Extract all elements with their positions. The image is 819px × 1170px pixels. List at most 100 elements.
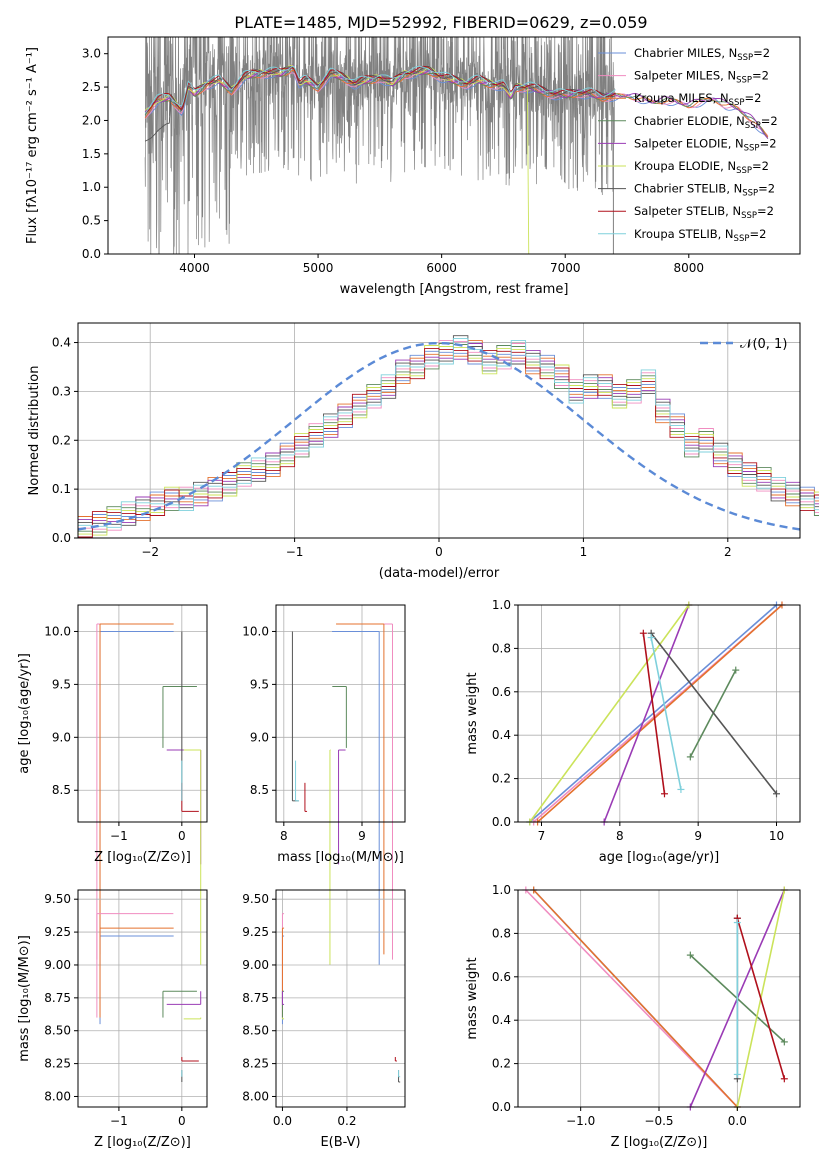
y-tick-label: 0.2 [492,772,511,786]
model-spectrum [144,66,769,139]
x-tick-label: 0 [178,1114,186,1128]
y-axis-label: mass [log₁₀(M/M⊙)] [17,935,32,1062]
y-tick-label: 8.75 [44,991,71,1005]
weight-line [736,917,786,1080]
mass-vs-Z-panel: −1 0 8.00 8.25 8.50 8.75 9.00 9.25 9.50 Z [log₁₀(… [17,889,208,1150]
y-tick-label: 9.50 [44,892,71,906]
y-tick-label: 2.5 [82,80,101,94]
axes-frame [275,604,406,823]
weight-line [529,604,690,823]
age-vs-mass-panel: 8 9 8.5 9.0 9.5 10.0 mass [log₁₀(M/M⊙)] [242,604,406,965]
weight-line [642,633,666,794]
x-tick-label: 0 [435,545,443,559]
residual-histogram [78,340,819,521]
y-tick-label: 8.00 [44,1089,71,1103]
legend-label: 𝒩(0, 1) [740,337,787,352]
x-tick-label: 9 [694,829,702,843]
y-tick-label: 0.6 [492,970,511,984]
model-spectrum [144,65,616,114]
x-tick-label: −1 [286,545,304,559]
y-axis-label: age [log₁₀(age/yr)] [17,653,32,774]
x-tick-label: −1.0 [566,1114,595,1128]
x-axis-label: Z [log₁₀(Z/Z⊙)] [611,1135,708,1150]
x-tick-label: 0.0 [728,1114,747,1128]
y-tick-label: 2.0 [82,113,101,127]
x-axis-label: mass [log₁₀(M/M⊙)] [277,850,404,865]
weight-line [650,632,778,795]
y-tick-label: 8.25 [44,1057,71,1071]
legend-label: Salpeter STELIB, NSSP=2 [634,204,774,221]
legend-label: Kroupa STELIB, NSSP=2 [634,227,766,244]
model-spectrum [144,64,530,254]
axes-frame [517,604,801,823]
x-tick-label: 2 [724,545,732,559]
x-tick-label: −0.5 [644,1114,673,1128]
x-tick-label: −1 [110,829,128,843]
y-tick-label: 9.0 [250,730,269,744]
x-tick-label: 1 [580,545,588,559]
y-tick-label: 0.3 [52,384,71,398]
axes-frame [77,604,208,823]
y-tick-label: 8.00 [242,1089,269,1103]
y-tick-label: 0.4 [492,728,511,742]
y-tick-label: 9.50 [242,892,269,906]
y-tick-label: 9.0 [52,730,71,744]
residual-histogram [78,340,819,531]
age-vs-Z-panel: −1 0 8.5 9.0 9.5 10.0 Z [log₁₀(Z/Z⊙)] age [log₁… [17,604,208,965]
y-tick-label: 1.0 [492,598,511,612]
x-tick-label: 8 [616,829,624,843]
y-tick-label: 0.2 [492,1057,511,1071]
x-tick-label: −1 [110,1114,128,1128]
weight-line [603,604,690,823]
legend-label: Salpeter MILES, NSSP=2 [634,69,769,86]
y-tick-label: 3.0 [82,47,101,61]
spectrum-panel: 4000 5000 6000 7000 8000 0.0 0.5 1.0 1.5 2.0 2.5 3.… [25,36,801,297]
y-tick-label: 9.00 [242,958,269,972]
y-tick-label: 9.5 [52,677,71,691]
y-axis-label: mass weight [465,957,480,1039]
y-tick-label: 8.50 [44,1024,71,1038]
y-tick-label: 1.5 [82,147,101,161]
residual-histogram [78,347,819,538]
y-tick-label: 1.0 [492,883,511,897]
x-tick-label: 6000 [426,261,457,275]
y-tick-label: 8.25 [242,1057,269,1071]
y-tick-label: 0.8 [492,926,511,940]
residual-histogram [78,345,819,536]
x-tick-label: 0 [178,829,186,843]
legend-label: Chabrier ELODIE, NSSP=2 [634,114,778,131]
weight-vs-age-panel: 7 8 9 10 0.0 0.2 0.4 0.6 0.8 1.0 age [log₁₀(age/yr… [465,598,801,865]
y-tick-label: 8.50 [242,1024,269,1038]
legend-label: Kroupa ELODIE, NSSP=2 [634,159,769,176]
mass-vs-EBV-panel: 0.0 0.2 8.00 8.25 8.50 8.75 9.00 9.25 9.50 E(B-V) [242,889,406,1150]
y-axis-label: Normed distribution [27,366,42,496]
weight-line [537,604,783,823]
y-axis-label: mass weight [465,672,480,754]
y-tick-label: 8.75 [242,991,269,1005]
x-axis-label: age [log₁₀(age/yr)] [599,850,720,865]
y-tick-label: 0.0 [82,247,101,261]
x-tick-label: 9 [358,829,366,843]
residual-histogram [78,335,819,526]
axes-frame [107,36,801,255]
x-axis-label: Z [log₁₀(Z/Z⊙)] [94,1135,191,1150]
y-tick-label: 0.6 [492,685,511,699]
x-tick-label: −2 [141,545,159,559]
weight-vs-Z-panel: −1.0 −0.5 0.0 0.0 0.2 0.4 0.6 0.8 1.0 Z [log₁₀(Z/… [465,883,801,1150]
residual-histogram [78,343,819,523]
weight-line [525,889,738,1108]
weight-line [533,889,738,1108]
y-axis-label: Flux [fλ10⁻¹⁷ erg cm⁻² s⁻¹ A⁻¹] [25,47,40,244]
y-tick-label: 0.4 [52,336,71,350]
figure-title: PLATE=1485, MJD=52992, FIBERID=0629, z=0… [234,13,647,32]
y-tick-label: 8.5 [250,783,269,797]
residual-histogram [78,350,819,539]
legend-label: Salpeter ELODIE, NSSP=2 [634,136,777,153]
x-tick-label: 0.0 [273,1114,292,1128]
y-tick-label: 9.25 [242,925,269,939]
x-tick-label: 8 [280,829,288,843]
y-tick-label: 10.0 [44,624,71,638]
axes-frame [77,889,208,1108]
y-tick-label: 1.0 [82,180,101,194]
